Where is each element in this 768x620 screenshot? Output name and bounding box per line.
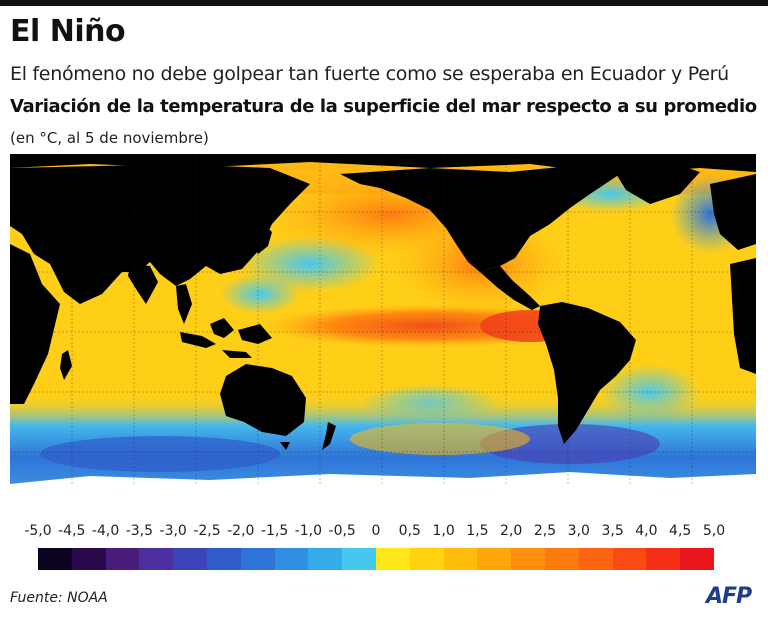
legend-tick-label: -2,5 — [193, 523, 221, 539]
legend-tick-label: 4,0 — [635, 523, 658, 539]
source-note: Fuente: NOAA — [10, 590, 108, 606]
top-bar — [0, 0, 768, 6]
legend-tick-label: -4,0 — [91, 523, 120, 539]
units-note: (en °C, al 5 de noviembre) — [10, 129, 209, 147]
legend-tick-label: -2,0 — [227, 523, 255, 539]
legend-swatch — [274, 548, 309, 570]
color-scale-bar — [38, 548, 714, 570]
map-heading: Variación de la temperatura de la superf… — [10, 96, 757, 117]
legend-swatch — [578, 548, 613, 570]
subtitle: El fenómeno no debe golpear tan fuerte c… — [10, 63, 729, 85]
legend-tick-label: 5,0 — [702, 523, 726, 539]
legend-tick-label: 1,0 — [432, 523, 455, 539]
legend-swatch — [38, 548, 72, 570]
afp-logo: AFP — [706, 584, 752, 609]
legend-swatch — [477, 548, 512, 570]
legend-swatch — [612, 548, 647, 570]
legend-tick-label: -3,5 — [125, 523, 154, 539]
legend-tick-label: -0,5 — [328, 523, 356, 539]
legend-swatch — [308, 548, 343, 570]
legend-tick-label: 0,5 — [398, 523, 421, 539]
legend-tick-label: 4,5 — [669, 523, 692, 539]
legend-tick-label: -4,5 — [58, 523, 86, 539]
legend-swatch — [240, 548, 275, 570]
legend-swatch — [173, 548, 207, 570]
legend-swatch — [342, 548, 376, 570]
legend-tick-label: -5,0 — [24, 523, 52, 539]
legend-tick-label: 3,5 — [601, 523, 624, 539]
legend-swatch — [646, 548, 681, 570]
legend-tick-label: -1,5 — [260, 523, 289, 539]
legend-tick-label: 2,5 — [533, 523, 557, 539]
legend-swatch — [409, 548, 444, 570]
legend-swatch — [71, 548, 106, 570]
legend-tick-label: -3,0 — [159, 523, 187, 539]
legend-swatch — [511, 548, 545, 570]
legend-tick-label: 2,0 — [500, 523, 523, 539]
legend-swatch — [544, 548, 579, 570]
legend-tick-label: -1,0 — [294, 523, 323, 539]
legend-swatch — [139, 548, 174, 570]
legend-swatch — [375, 548, 410, 570]
legend-tick-label: 3,0 — [567, 523, 590, 539]
legend-swatch — [443, 548, 478, 570]
legend-swatch — [105, 548, 140, 570]
legend-tick-label: 1,5 — [466, 523, 489, 539]
sea-temperature-map — [10, 154, 756, 516]
legend-swatch — [206, 548, 241, 570]
page-title: El Niño — [10, 14, 126, 49]
legend-ticks: -5,0 -4,5 -4,0 -3,5 -3,0 -2,5 -2,0 -1,5 -1,0 -0,5… — [0, 523, 768, 543]
legend-swatch — [680, 548, 714, 570]
legend-tick-label: 0 — [371, 523, 381, 539]
